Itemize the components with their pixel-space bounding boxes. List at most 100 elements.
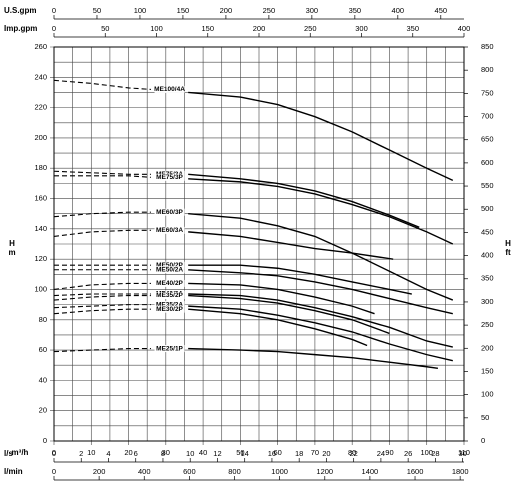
curve-label-bg <box>154 292 185 300</box>
y-tick-label: 0 <box>43 436 47 445</box>
axis-tick-label: 400 <box>138 467 151 476</box>
y-tick-label: 20 <box>39 406 47 415</box>
curve-label: ME75/3P <box>156 174 183 181</box>
y2-tick-label: 400 <box>481 251 494 260</box>
axis-tick-label: 100 <box>150 24 163 33</box>
dashed-curve <box>53 282 151 291</box>
curve-label: ME30/2P <box>156 306 183 313</box>
y2-tick-label: 100 <box>481 390 494 399</box>
axis-tick-label: 400 <box>392 6 405 15</box>
axis-tick-label: 1600 <box>407 467 424 476</box>
curve-label-bg <box>154 261 185 269</box>
y-tick-label: 240 <box>34 72 47 81</box>
axis-tick-label: 50 <box>101 24 109 33</box>
y2-tick-label: 350 <box>481 274 494 283</box>
axis-tick-label: 12 <box>213 449 221 458</box>
y2-tick-label: 150 <box>481 366 494 375</box>
axis-tick-label: 200 <box>220 6 233 15</box>
y2-tick-label: 500 <box>481 204 494 213</box>
axis-tick-label: 200 <box>93 467 106 476</box>
axis-tick-label: 16 <box>268 449 276 458</box>
dashed-curve <box>53 293 151 297</box>
x-tick-label: 20 <box>124 448 132 457</box>
y2-tick-label: 650 <box>481 135 494 144</box>
curve-label: ME60/3P <box>156 209 183 216</box>
dashed-curve <box>53 304 151 309</box>
dashed-curve <box>53 294 151 301</box>
curve-label-bg <box>154 173 185 181</box>
pump-curve <box>188 269 453 315</box>
axis-tick-label: 300 <box>306 6 319 15</box>
y2-axis-unit: ft <box>505 248 511 257</box>
x-tick-label: 10 <box>87 448 95 457</box>
y-tick-label: 40 <box>39 375 47 384</box>
dashed-curve <box>53 229 151 237</box>
axis-tick-label: 100 <box>134 6 147 15</box>
axis-tick-label: 300 <box>355 24 368 33</box>
curve-label: ME40/2P <box>156 280 183 287</box>
curve-label-bg <box>154 208 185 216</box>
axis-tick-label: 0 <box>52 6 56 15</box>
x-tick-label: 100 <box>420 448 433 457</box>
y2-tick-label: 850 <box>481 42 494 51</box>
curve-label: ME50/2P <box>156 262 183 269</box>
curve-label-bg <box>154 345 185 353</box>
pump-curve <box>188 282 375 315</box>
axis-tick-label: 350 <box>349 6 362 15</box>
x-tick-label: 40 <box>199 448 207 457</box>
y-tick-label: 160 <box>34 194 47 203</box>
pump-curve <box>188 231 394 260</box>
y-axis-unit: m <box>8 248 15 257</box>
axis-tick-label: 150 <box>201 24 214 33</box>
x-tick-label: 60 <box>273 448 281 457</box>
axis-label: U.S.gpm <box>4 6 36 15</box>
axis-tick-label: 0 <box>52 24 56 33</box>
x-tick-label: 80 <box>348 448 356 457</box>
pump-curve <box>188 178 454 245</box>
y-tick-label: 60 <box>39 345 47 354</box>
curve-label-bg <box>154 266 185 274</box>
x-axis-label: m³/h <box>12 448 29 457</box>
y2-tick-label: 50 <box>481 413 489 422</box>
y-tick-label: 200 <box>34 133 47 142</box>
pump-curve <box>188 173 420 228</box>
axis-label: Imp.gpm <box>4 24 37 33</box>
y2-tick-label: 750 <box>481 88 494 97</box>
curve-label-bg <box>154 279 185 287</box>
axis-tick-label: 250 <box>304 24 317 33</box>
x-tick-label: 70 <box>311 448 319 457</box>
axis-tick-label: 600 <box>183 467 196 476</box>
axis-tick-label: 450 <box>435 6 448 15</box>
curve-label: ME50/2A <box>156 266 183 273</box>
x-tick-label: 0 <box>52 448 56 457</box>
y2-tick-label: 200 <box>481 343 494 352</box>
axis-tick-label: 22 <box>349 449 357 458</box>
y-tick-label: 120 <box>34 254 47 263</box>
pump-curve <box>188 264 412 295</box>
dashed-curve <box>53 170 151 175</box>
pump-curve <box>188 293 453 348</box>
axis-tick-label: 0 <box>52 467 56 476</box>
dashed-curve <box>53 211 151 218</box>
axis-tick-label: 1200 <box>316 467 333 476</box>
axis-tick-label: 24 <box>377 449 385 458</box>
dashed-curve <box>53 348 151 353</box>
axis-tick-label: 6 <box>134 449 138 458</box>
axis-tick-label: 14 <box>241 449 249 458</box>
axis-tick-label: 350 <box>406 24 419 33</box>
axis-tick-label: 30 <box>458 449 466 458</box>
y-axis-label: H <box>9 239 15 248</box>
axis-tick-label: 1000 <box>271 467 288 476</box>
pump-curve <box>188 294 390 335</box>
curve-label: ME60/3A <box>156 227 183 234</box>
pump-curve <box>188 305 453 362</box>
curve-label-bg <box>154 301 185 309</box>
pump-curve <box>188 347 439 369</box>
axis-tick-label: 50 <box>93 6 101 15</box>
pump-curve <box>188 91 454 181</box>
curve-label: ME35/2P <box>156 292 183 299</box>
axis-tick-label: 18 <box>295 449 303 458</box>
pump-curve <box>188 308 368 347</box>
curve-label-bg <box>154 305 185 313</box>
curve-label: ME25/1P <box>156 345 183 352</box>
